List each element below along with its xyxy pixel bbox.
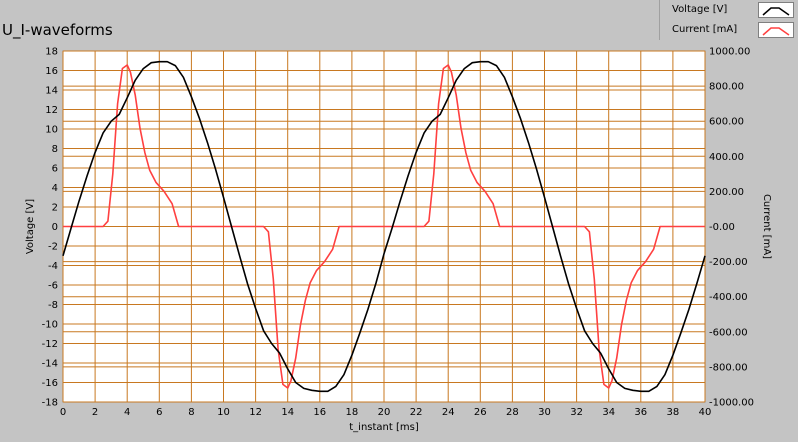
y2-tick-label: 400.00 [709, 152, 744, 163]
voltage-line-swatch-icon [762, 7, 790, 16]
x-tick-label: 32 [570, 407, 583, 418]
series-current-line [63, 64, 705, 389]
y-tick-label: -4 [48, 261, 58, 272]
y-tick-label: 18 [45, 47, 58, 58]
y-tick-label: 14 [45, 86, 58, 97]
x-tick-label: 6 [156, 407, 162, 418]
x-tick-label: 12 [249, 407, 262, 418]
legend: Voltage [V] Current [mA] [659, 0, 798, 40]
y-tick-label: -18 [42, 398, 58, 409]
x-tick-label: 14 [281, 407, 294, 418]
y2-tick-label: -400.00 [709, 292, 748, 303]
y2-tick-label: -800.00 [709, 362, 748, 373]
x-axis-label: t_instant [ms] [349, 422, 419, 433]
y-tick-label: -10 [42, 320, 58, 331]
x-tick-label: 4 [124, 407, 130, 418]
x-tick-label: 22 [410, 407, 423, 418]
y2-tick-label: -0.00 [709, 222, 735, 233]
y-tick-label: 2 [52, 203, 58, 214]
x-tick-label: 26 [474, 407, 487, 418]
y-tick-label: 4 [52, 183, 58, 194]
y2-axis-label: Current [mA] [761, 194, 772, 259]
y-tick-label: 6 [52, 164, 58, 175]
y2-tick-label: -600.00 [709, 327, 748, 338]
legend-label-current: Current [mA] [672, 24, 738, 35]
y-tick-labels: 18 16 14 12 10 8 6 4 2 0 -2 -4 -6 -8 -10 -12 -14 -16 -18 [42, 47, 58, 409]
y2-tick-labels: 1000.00 800.00 600.00 400.00 200.00 -0.00 -200… [709, 47, 754, 409]
legend-item-voltage: Voltage [V] [660, 0, 798, 20]
y2-tick-label: 200.00 [709, 187, 744, 198]
x-tick-label: 10 [217, 407, 230, 418]
current-line-swatch-icon [762, 27, 790, 36]
x-tick-label: 36 [634, 407, 647, 418]
x-tick-label: 18 [346, 407, 359, 418]
series-lines [62, 60, 706, 393]
y-tick-label: -6 [48, 281, 58, 292]
series-voltage-line [62, 60, 706, 393]
x-tick-label: 0 [60, 407, 66, 418]
y2-tick-label: -1000.00 [709, 398, 754, 409]
x-tick-label: 8 [188, 407, 194, 418]
y-tick-label: -12 [42, 339, 58, 350]
y2-tick-label: 600.00 [709, 117, 744, 128]
legend-item-current: Current [mA] [660, 20, 798, 40]
y2-tick-label: 800.00 [709, 82, 744, 93]
x-tick-label: 20 [378, 407, 391, 418]
x-tick-label: 24 [442, 407, 455, 418]
y2-tick-label: -200.00 [709, 257, 748, 268]
y-tick-label: 8 [52, 144, 58, 155]
y-tick-label: 16 [45, 66, 58, 77]
y-tick-label: 0 [52, 222, 58, 233]
legend-label-voltage: Voltage [V] [672, 4, 728, 15]
x-tick-label: 34 [602, 407, 615, 418]
y-axis-label: Voltage [V] [25, 199, 36, 254]
y-tick-label: -8 [48, 300, 58, 311]
y-tick-label: 12 [45, 105, 58, 116]
y-tick-label: -16 [42, 378, 58, 389]
x-tick-label: 28 [506, 407, 519, 418]
chart-title: U_I-waveforms [2, 21, 113, 39]
x-tick-label: 16 [313, 407, 326, 418]
y-tick-label: 10 [45, 125, 58, 136]
y-tick-label: -2 [48, 242, 58, 253]
x-tick-labels: 0 2 4 6 8 10 12 14 16 18 20 22 24 26 28 30 32 34 36 38 40 [60, 407, 712, 418]
x-tick-label: 30 [538, 407, 551, 418]
y2-tick-label: 1000.00 [709, 47, 750, 58]
x-tick-label: 2 [92, 407, 98, 418]
x-tick-label: 40 [699, 407, 712, 418]
y-tick-label: -14 [42, 359, 58, 370]
legend-swatch-voltage[interactable] [758, 2, 794, 18]
x-tick-label: 38 [667, 407, 680, 418]
legend-swatch-current[interactable] [758, 22, 794, 38]
